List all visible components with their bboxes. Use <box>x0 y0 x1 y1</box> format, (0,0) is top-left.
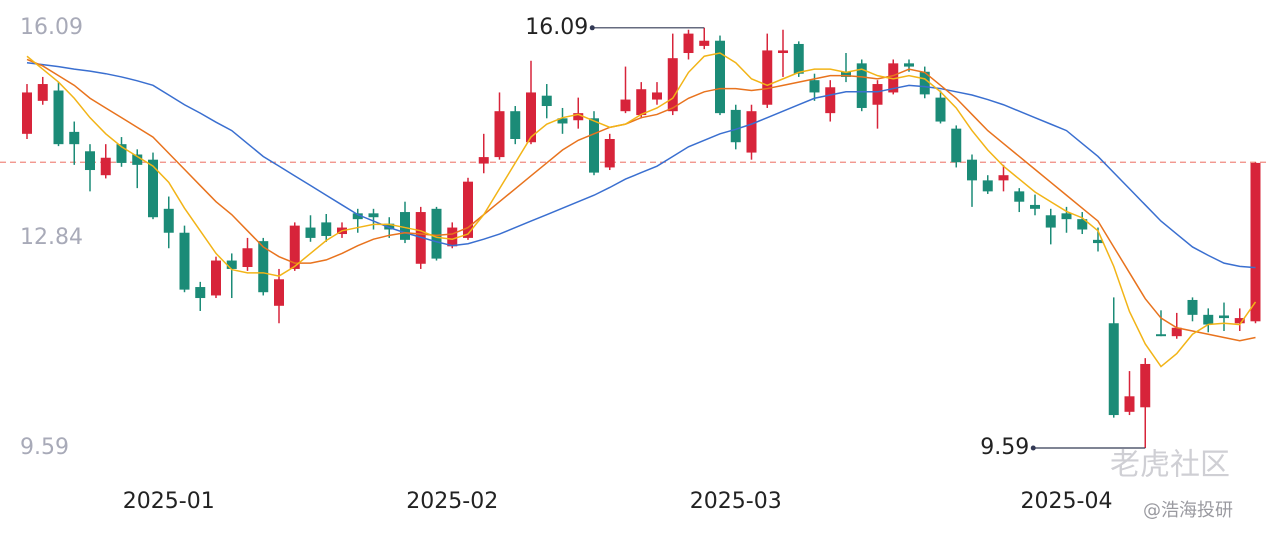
candle-body <box>195 287 206 299</box>
candle-body <box>652 92 662 100</box>
candle-body <box>1014 191 1025 202</box>
candle-body <box>242 248 253 268</box>
candle-body <box>37 84 48 101</box>
moving-average-line <box>26 52 1257 368</box>
candle-body <box>667 58 678 112</box>
candle-body <box>431 208 442 259</box>
x-tick-label: 2025-03 <box>690 489 782 514</box>
candle-body <box>478 157 489 164</box>
candle-body <box>872 84 883 105</box>
candle-body <box>116 144 127 163</box>
candle-body <box>573 113 584 121</box>
candle-body <box>746 111 757 153</box>
candle-body <box>1250 162 1261 322</box>
candle-body <box>132 154 143 165</box>
candle-body <box>856 63 867 108</box>
candle-body <box>793 43 804 74</box>
candle-body <box>888 63 899 93</box>
candle-body <box>69 131 80 145</box>
candle-body <box>179 232 190 290</box>
candle-body <box>1124 396 1135 412</box>
candle-body <box>526 92 536 143</box>
candle-body <box>368 213 379 218</box>
x-tick-label: 2025-02 <box>406 489 498 514</box>
y-tick-label: 16.09 <box>20 15 83 40</box>
candle-body <box>1171 327 1182 337</box>
candle-body <box>1234 318 1245 324</box>
annotation-dot <box>589 25 595 31</box>
moving-average-line <box>26 61 1256 269</box>
candle-body <box>904 63 914 67</box>
candle-body <box>400 212 410 240</box>
candle-body <box>1045 215 1056 228</box>
candle-body <box>699 40 710 46</box>
watermark: @浩海投研 <box>1143 500 1233 521</box>
annotation-label: 9.59 <box>980 435 1029 460</box>
candle-body <box>274 279 284 306</box>
candle-body <box>148 159 158 218</box>
candle-body <box>85 151 95 171</box>
candle-body <box>841 71 851 77</box>
candle-body <box>730 109 741 143</box>
y-tick-label: 9.59 <box>20 435 69 460</box>
candle-body <box>982 180 993 192</box>
candle-body <box>163 208 174 233</box>
candle-body <box>951 128 962 163</box>
candle-body <box>258 241 269 293</box>
watermark: 老虎社区 <box>1110 448 1230 483</box>
candle-body <box>1077 219 1088 230</box>
candle-body <box>809 80 820 93</box>
candle-body <box>636 89 647 116</box>
candle-body <box>1061 213 1072 220</box>
candle-body <box>463 181 473 238</box>
candle-body <box>211 260 221 296</box>
candle-body <box>620 99 631 112</box>
candle-body <box>967 159 977 181</box>
x-tick-label: 2025-01 <box>123 489 215 514</box>
candle-body <box>825 87 836 114</box>
candle-body <box>321 222 332 236</box>
candle-body <box>384 223 395 230</box>
candle-body <box>1187 299 1198 315</box>
plot: 9.59 12.84 16.09 2025-01 2025-02 2025-03 2025-… <box>0 15 1268 514</box>
candle-body <box>53 90 64 145</box>
candle-body <box>589 118 599 173</box>
candle-body <box>557 118 568 124</box>
candle-body <box>683 33 694 54</box>
candle-body <box>510 111 521 139</box>
candle-body <box>1203 314 1214 325</box>
moving-average-line <box>26 58 1256 342</box>
candle-body <box>1108 323 1119 416</box>
candle-body <box>447 227 458 247</box>
candle-body <box>1030 204 1040 209</box>
x-tick-label: 2025-04 <box>1021 489 1113 514</box>
candle-body <box>305 227 316 238</box>
candle-body <box>762 50 773 105</box>
candle-body <box>100 157 111 176</box>
annotation-label: 16.09 <box>525 15 588 40</box>
candle-body <box>1219 315 1229 319</box>
y-tick-label: 12.84 <box>20 225 83 250</box>
candle-body <box>715 40 725 114</box>
candle-body <box>1093 239 1103 244</box>
candle-body <box>778 50 788 54</box>
candle-body <box>1140 363 1151 408</box>
candle-body <box>352 213 363 220</box>
candle-body <box>919 71 930 95</box>
candle-body <box>998 175 1009 181</box>
annotation-dot <box>1030 445 1036 451</box>
candle-body <box>226 260 237 269</box>
candle-body <box>604 138 615 168</box>
candle-body <box>541 95 552 107</box>
candle-body <box>935 97 946 122</box>
candle-body <box>494 111 505 158</box>
candle-body <box>289 225 300 269</box>
candle-body <box>22 92 32 134</box>
candle-body <box>1156 334 1166 337</box>
